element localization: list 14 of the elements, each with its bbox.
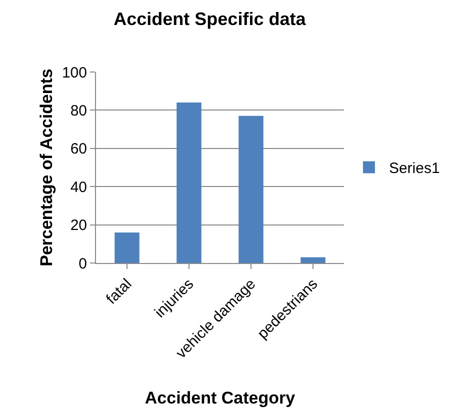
x-axis-title: Accident Category bbox=[144, 388, 296, 408]
y-tick-label: 0 bbox=[78, 255, 87, 272]
legend-label: Series1 bbox=[388, 160, 440, 178]
y-tick-label: 80 bbox=[70, 102, 87, 120]
y-axis-title: Percentage of Accidents bbox=[37, 68, 56, 266]
bar bbox=[238, 116, 264, 263]
y-tick-label: 60 bbox=[70, 140, 87, 158]
bar bbox=[300, 257, 326, 263]
bar bbox=[176, 102, 202, 263]
chart-title: Accident Specific data bbox=[114, 9, 307, 30]
y-tick-label: 100 bbox=[62, 64, 87, 82]
y-tick-label: 20 bbox=[70, 217, 87, 234]
bar bbox=[114, 232, 140, 263]
y-tick-label: 40 bbox=[70, 178, 87, 196]
